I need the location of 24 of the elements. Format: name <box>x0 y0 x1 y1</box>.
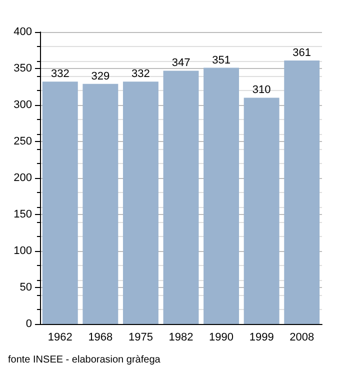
y-tick-label: 0 <box>26 318 32 330</box>
y-tick-label: 200 <box>14 172 32 184</box>
x-tick-label: 1990 <box>209 332 234 344</box>
y-tick-label: 100 <box>14 245 32 257</box>
y-tick-label: 300 <box>14 99 32 111</box>
data-label: 332 <box>132 68 150 80</box>
data-label: 351 <box>212 54 230 66</box>
data-label: 310 <box>252 84 271 96</box>
x-tick-label: 2008 <box>290 332 314 344</box>
x-tick-label: 1968 <box>88 332 113 344</box>
y-tick-label: 400 <box>14 26 32 38</box>
y-tick-label: 350 <box>14 62 32 74</box>
x-tick-label: 1999 <box>249 332 274 344</box>
data-label: 347 <box>172 57 190 70</box>
y-tick-label: 150 <box>14 208 32 220</box>
source-note: fonte INSEE - elaborasion gràfega <box>8 354 161 366</box>
x-tick-label: 1982 <box>168 332 194 344</box>
data-label: 332 <box>50 68 70 80</box>
data-label: 361 <box>292 46 312 59</box>
y-tick-label: 50 <box>20 282 32 294</box>
data-label: 329 <box>91 70 110 82</box>
x-tick-label: 1962 <box>48 332 72 344</box>
x-tick-label: 1975 <box>128 332 153 344</box>
y-tick-label: 250 <box>14 136 32 148</box>
